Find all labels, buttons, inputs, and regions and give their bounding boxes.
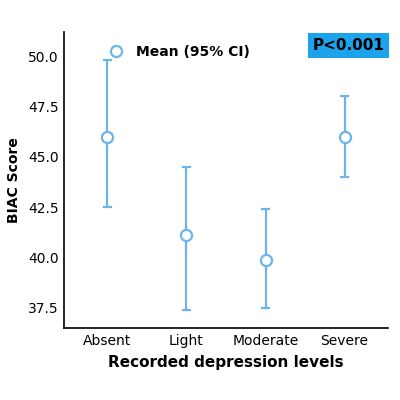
Y-axis label: BIAC Score: BIAC Score	[7, 137, 21, 223]
X-axis label: Recorded depression levels: Recorded depression levels	[108, 354, 344, 370]
Legend: Mean (95% CI): Mean (95% CI)	[97, 39, 255, 64]
Text: P<0.001: P<0.001	[313, 38, 385, 53]
